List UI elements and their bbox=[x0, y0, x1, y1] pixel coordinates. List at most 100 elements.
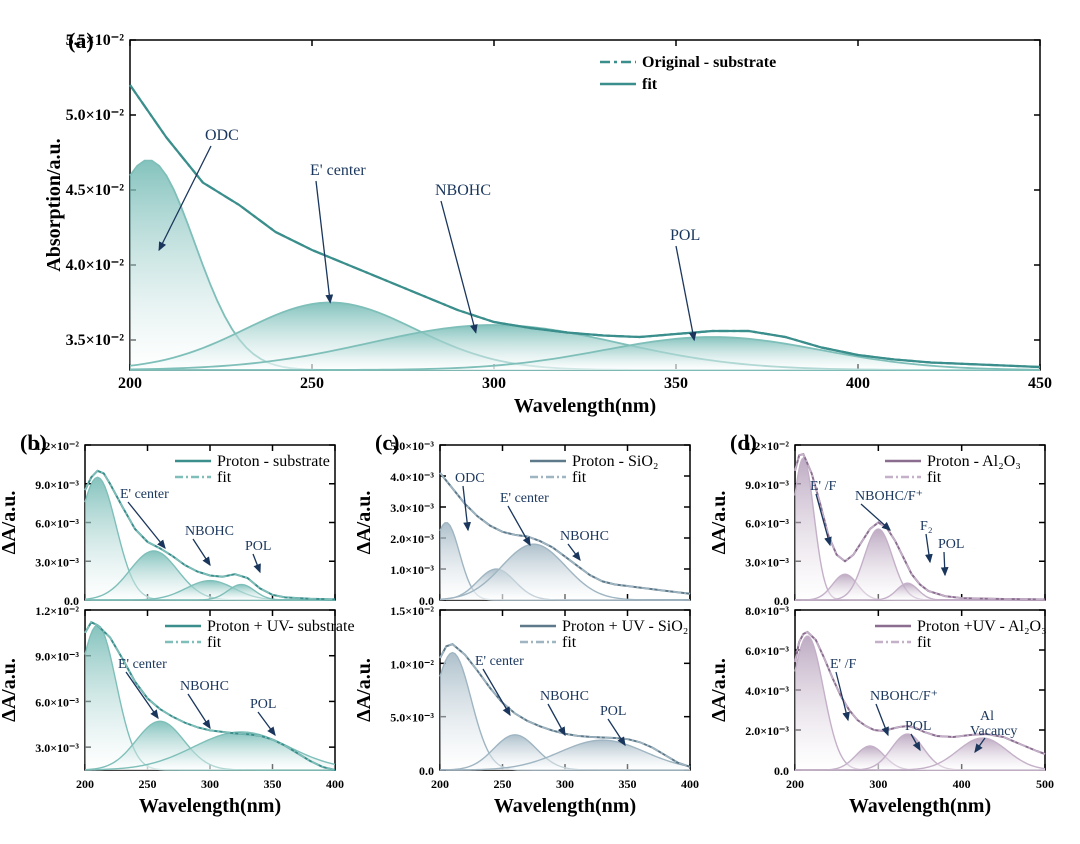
svg-text:1.2×10⁻²: 1.2×10⁻² bbox=[35, 439, 79, 453]
svg-text:E' center: E' center bbox=[500, 491, 549, 506]
svg-text:fit: fit bbox=[927, 469, 942, 486]
svg-text:ΔA/a.u.: ΔA/a.u. bbox=[353, 491, 375, 555]
svg-text:400: 400 bbox=[846, 375, 870, 392]
svg-text:ΔA/a.u.: ΔA/a.u. bbox=[353, 658, 375, 722]
svg-text:NBOHC/F⁺: NBOHC/F⁺ bbox=[855, 489, 923, 504]
svg-text:ΔA/a.u.: ΔA/a.u. bbox=[708, 658, 730, 722]
svg-text:NBOHC: NBOHC bbox=[185, 524, 234, 539]
svg-text:200: 200 bbox=[118, 375, 142, 392]
svg-text:9.0×10⁻³: 9.0×10⁻³ bbox=[35, 650, 79, 664]
svg-text:(a): (a) bbox=[68, 28, 94, 53]
svg-text:POL: POL bbox=[905, 719, 931, 734]
svg-text:ΔA/a.u.: ΔA/a.u. bbox=[0, 658, 20, 722]
svg-text:Proton + UV - SiO₂: Proton + UV - SiO₂ bbox=[562, 618, 688, 635]
svg-text:300: 300 bbox=[869, 777, 887, 791]
svg-text:9.0×10⁻³: 9.0×10⁻³ bbox=[745, 478, 789, 492]
svg-text:1.0×10⁻²: 1.0×10⁻² bbox=[390, 657, 434, 671]
svg-text:Proton - SiO₂: Proton - SiO₂ bbox=[572, 453, 658, 470]
svg-text:200: 200 bbox=[786, 777, 804, 791]
svg-text:2.0×10⁻³: 2.0×10⁻³ bbox=[745, 724, 789, 738]
svg-text:NBOHC: NBOHC bbox=[435, 182, 491, 199]
svg-text:Proton - substrate: Proton - substrate bbox=[217, 453, 330, 470]
svg-text:NBOHC: NBOHC bbox=[540, 689, 589, 704]
svg-text:250: 250 bbox=[300, 375, 324, 392]
svg-text:fit: fit bbox=[642, 76, 658, 93]
svg-text:400: 400 bbox=[326, 777, 344, 791]
svg-text:250: 250 bbox=[494, 777, 512, 791]
svg-text:6.0×10⁻³: 6.0×10⁻³ bbox=[745, 517, 789, 531]
svg-text:300: 300 bbox=[482, 375, 506, 392]
svg-text:200: 200 bbox=[76, 777, 94, 791]
svg-text:4.5×10⁻²: 4.5×10⁻² bbox=[66, 182, 125, 199]
svg-text:E' center: E' center bbox=[120, 487, 169, 502]
svg-text:300: 300 bbox=[201, 777, 219, 791]
svg-text:0.0: 0.0 bbox=[774, 764, 789, 778]
svg-text:6.0×10⁻³: 6.0×10⁻³ bbox=[35, 517, 79, 531]
svg-text:Al: Al bbox=[980, 709, 994, 724]
svg-text:6.0×10⁻³: 6.0×10⁻³ bbox=[745, 644, 789, 658]
svg-text:6.0×10⁻³: 6.0×10⁻³ bbox=[35, 695, 79, 709]
svg-text:0.0: 0.0 bbox=[419, 764, 434, 778]
svg-text:Wavelength(nm): Wavelength(nm) bbox=[849, 795, 991, 817]
svg-text:5.0×10⁻³: 5.0×10⁻³ bbox=[390, 711, 434, 725]
svg-text:1.0×10⁻³: 1.0×10⁻³ bbox=[390, 563, 434, 577]
svg-text:Proton + UV- substrate: Proton + UV- substrate bbox=[207, 618, 355, 635]
svg-text:fit: fit bbox=[917, 634, 932, 651]
svg-text:ODC: ODC bbox=[205, 127, 239, 144]
svg-text:350: 350 bbox=[664, 375, 688, 392]
svg-text:8.0×10⁻³: 8.0×10⁻³ bbox=[745, 604, 789, 618]
svg-text:Proton +UV - Al₂O₃: Proton +UV - Al₂O₃ bbox=[917, 618, 1047, 635]
svg-text:Wavelength(nm): Wavelength(nm) bbox=[514, 395, 656, 417]
svg-text:E' /F: E' /F bbox=[830, 657, 856, 672]
svg-text:400: 400 bbox=[681, 777, 699, 791]
svg-text:fit: fit bbox=[572, 469, 587, 486]
svg-text:4.0×10⁻²: 4.0×10⁻² bbox=[66, 257, 125, 274]
svg-text:POL: POL bbox=[245, 539, 271, 554]
figure-canvas: 200 250 300 350 400 450 3.5×10⁻² 4.0×10⁻² 4.5×10… bbox=[0, 0, 1080, 839]
svg-text:3.0×10⁻³: 3.0×10⁻³ bbox=[745, 555, 789, 569]
svg-text:POL: POL bbox=[670, 227, 700, 244]
svg-text:E' center: E' center bbox=[310, 162, 366, 179]
svg-text:3.0×10⁻³: 3.0×10⁻³ bbox=[35, 555, 79, 569]
svg-text:Wavelength(nm): Wavelength(nm) bbox=[139, 795, 281, 817]
svg-text:NBOHC/F⁺: NBOHC/F⁺ bbox=[870, 689, 938, 704]
svg-text:3.0×10⁻³: 3.0×10⁻³ bbox=[35, 741, 79, 755]
svg-text:300: 300 bbox=[556, 777, 574, 791]
svg-text:5.0×10⁻²: 5.0×10⁻² bbox=[66, 107, 125, 124]
svg-text:NBOHC: NBOHC bbox=[560, 529, 609, 544]
svg-text:POL: POL bbox=[938, 537, 964, 552]
svg-text:1.5×10⁻²: 1.5×10⁻² bbox=[390, 604, 434, 618]
svg-text:350: 350 bbox=[619, 777, 637, 791]
svg-text:E' center: E' center bbox=[118, 657, 167, 672]
svg-text:Absorption/a.u.: Absorption/a.u. bbox=[43, 138, 65, 271]
svg-text:Wavelength(nm): Wavelength(nm) bbox=[494, 795, 636, 817]
svg-text:POL: POL bbox=[250, 697, 276, 712]
svg-text:ΔA/a.u.: ΔA/a.u. bbox=[708, 491, 730, 555]
svg-text:3.5×10⁻²: 3.5×10⁻² bbox=[66, 332, 125, 349]
svg-text:5.0×10⁻³: 5.0×10⁻³ bbox=[390, 439, 434, 453]
svg-text:9.0×10⁻³: 9.0×10⁻³ bbox=[35, 478, 79, 492]
svg-text:ODC: ODC bbox=[455, 471, 485, 486]
svg-text:500: 500 bbox=[1036, 777, 1054, 791]
svg-text:1.2×10⁻²: 1.2×10⁻² bbox=[35, 604, 79, 618]
svg-text:NBOHC: NBOHC bbox=[180, 679, 229, 694]
svg-text:400: 400 bbox=[953, 777, 971, 791]
svg-text:3.0×10⁻³: 3.0×10⁻³ bbox=[390, 501, 434, 515]
svg-text:Original - substrate: Original - substrate bbox=[642, 54, 776, 71]
svg-text:4.0×10⁻³: 4.0×10⁻³ bbox=[390, 470, 434, 484]
svg-text:ΔA/a.u.: ΔA/a.u. bbox=[0, 491, 20, 555]
svg-text:450: 450 bbox=[1028, 375, 1052, 392]
panel-d: (d)0.03.0×10⁻³6.0×10⁻³9.0×10⁻³1.2×10⁻²ΔA… bbox=[708, 430, 1054, 817]
svg-text:350: 350 bbox=[264, 777, 282, 791]
panel-c: (c)0.01.0×10⁻³2.0×10⁻³3.0×10⁻³4.0×10⁻³5.… bbox=[353, 430, 699, 817]
svg-text:fit: fit bbox=[217, 469, 232, 486]
svg-text:E' /F: E' /F bbox=[810, 479, 836, 494]
svg-text:F₂: F₂ bbox=[920, 519, 933, 534]
svg-text:2.0×10⁻³: 2.0×10⁻³ bbox=[390, 532, 434, 546]
svg-text:fit: fit bbox=[207, 634, 222, 651]
panel-a: 200 250 300 350 400 450 3.5×10⁻² 4.0×10⁻² 4.5×10… bbox=[43, 28, 1052, 417]
svg-text:Vacancy: Vacancy bbox=[970, 724, 1017, 739]
panel-b: (b)0.03.0×10⁻³6.0×10⁻³9.0×10⁻³1.2×10⁻²ΔA… bbox=[0, 430, 355, 817]
svg-text:fit: fit bbox=[562, 634, 577, 651]
svg-text:200: 200 bbox=[431, 777, 449, 791]
